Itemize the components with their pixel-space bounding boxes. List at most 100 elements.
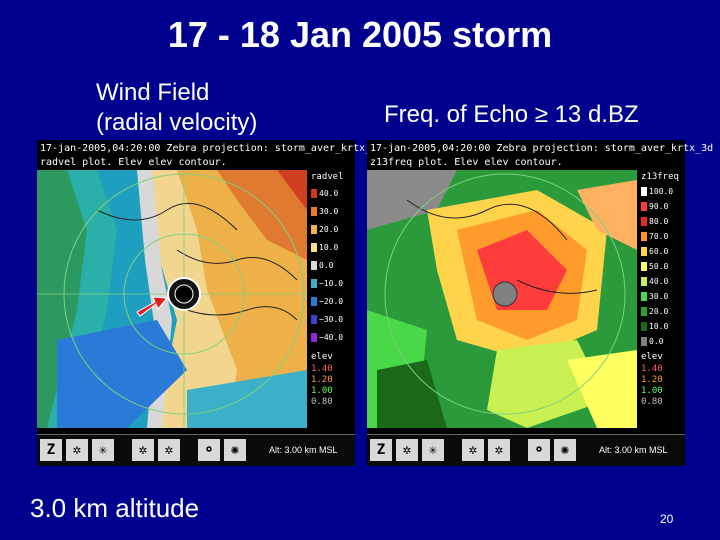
layer-icon-4[interactable]: ✲ xyxy=(158,439,180,461)
echo-frequency-panel: 17-jan-2005,04:20:00 Zebra projection: s… xyxy=(367,140,713,466)
layer-icon-3[interactable]: ✲ xyxy=(132,439,154,461)
elev-legend: elev 1.40 1.20 1.00 0.80 xyxy=(311,352,333,408)
legend-entry: 10.0 xyxy=(311,238,355,256)
layer-icon-2[interactable]: ✳ xyxy=(422,439,444,461)
legend-swatch xyxy=(311,242,317,252)
panel-header-line1: 17-jan-2005,04:20:00 Zebra projection: s… xyxy=(370,143,714,154)
layer-icon-1[interactable]: ✲ xyxy=(66,439,88,461)
page-number: 20 xyxy=(660,512,674,526)
zebra-logo-icon[interactable]: Z xyxy=(370,439,392,461)
legend-value: 30.0 xyxy=(649,292,669,301)
wind-field-caption-line1: Wind Field xyxy=(96,79,210,106)
legend-swatch xyxy=(641,322,647,331)
legend-swatch xyxy=(641,277,647,286)
zebra-toolbar: Z ✲ ✳ ✲ ✲ ⚬ ✺ Alt: 3.00 km MSL xyxy=(37,434,355,466)
legend-swatch xyxy=(641,307,647,316)
legend-entry: −40.0 xyxy=(311,328,355,346)
legend-value: 10.0 xyxy=(649,322,669,331)
legend-value: 60.0 xyxy=(649,247,669,256)
elev-legend: elev 1.40 1.20 1.00 0.80 xyxy=(641,352,663,408)
elev-value: 0.80 xyxy=(311,397,333,407)
elev-value: 0.80 xyxy=(641,397,663,407)
legend-value: 30.0 xyxy=(319,206,339,216)
legend-swatch xyxy=(311,278,317,288)
layer-icon-2[interactable]: ✳ xyxy=(92,439,114,461)
legend-swatch xyxy=(311,188,317,198)
panel-header-line1: 17-jan-2005,04:20:00 Zebra projection: s… xyxy=(40,143,384,154)
altitude-label: Alt: 3.00 km MSL xyxy=(269,445,338,455)
legend-entry: 60.0 xyxy=(641,244,685,259)
layer-icon-5[interactable]: ⚬ xyxy=(198,439,220,461)
elev-value: 1.20 xyxy=(311,375,333,385)
frequency-legend: z13freq 100.0 90.0 80.0 70.0 60.0 50.0 40.0 30.… xyxy=(641,172,685,349)
zebra-toolbar: Z ✲ ✳ ✲ ✲ ⚬ ✺ Alt: 3.00 km MSL xyxy=(367,434,685,466)
radial-velocity-panel: 17-jan-2005,04:20:00 Zebra projection: s… xyxy=(37,140,383,466)
zebra-logo-icon[interactable]: Z xyxy=(40,439,62,461)
legend-swatch xyxy=(311,206,317,216)
elev-title: elev xyxy=(311,352,333,362)
legend-swatch xyxy=(641,187,647,196)
echo-frequency-map xyxy=(367,170,637,428)
layer-icon-1[interactable]: ✲ xyxy=(396,439,418,461)
legend-value: −20.0 xyxy=(319,296,344,306)
layer-icon-6[interactable]: ✺ xyxy=(554,439,576,461)
wind-field-caption-line2: (radial velocity) xyxy=(96,109,258,136)
legend-value: 0.0 xyxy=(649,337,664,346)
legend-value: 20.0 xyxy=(319,224,339,234)
legend-value: 0.0 xyxy=(319,260,334,270)
legend-entry: 40.0 xyxy=(641,274,685,289)
legend-value: 90.0 xyxy=(649,202,669,211)
layer-icon-5[interactable]: ⚬ xyxy=(528,439,550,461)
legend-value: 10.0 xyxy=(319,242,339,252)
legend-entry: 10.0 xyxy=(641,319,685,334)
legend-value: 40.0 xyxy=(649,277,669,286)
layer-icon-6[interactable]: ✺ xyxy=(224,439,246,461)
altitude-label: Alt: 3.00 km MSL xyxy=(599,445,668,455)
legend-swatch xyxy=(641,232,647,241)
legend-value: −40.0 xyxy=(319,332,344,342)
legend-swatch xyxy=(641,202,647,211)
altitude-caption: 3.0 km altitude xyxy=(30,493,200,523)
legend-swatch xyxy=(641,337,647,346)
echo-frequency-caption: Freq. of Echo ≥ 13 d.BZ xyxy=(384,101,639,128)
elev-value: 1.00 xyxy=(311,386,333,396)
legend-entry: 30.0 xyxy=(311,202,355,220)
legend-entry: 50.0 xyxy=(641,259,685,274)
radial-velocity-map xyxy=(37,170,307,428)
legend-title: radvel xyxy=(311,172,344,182)
legend-entry: 90.0 xyxy=(641,199,685,214)
legend-swatch xyxy=(311,260,317,270)
legend-entry: −30.0 xyxy=(311,310,355,328)
legend-entry: 20.0 xyxy=(311,220,355,238)
legend-scale: 100.0 90.0 80.0 70.0 60.0 50.0 40.0 30.0 20.0 10.… xyxy=(641,184,685,349)
legend-value: 100.0 xyxy=(649,187,674,196)
legend-entry: 40.0 xyxy=(311,184,355,202)
elev-value: 1.00 xyxy=(641,386,663,396)
panel-header-line2: radvel plot. Elev elev contour. xyxy=(40,157,227,168)
legend-swatch xyxy=(311,296,317,306)
legend-value: 80.0 xyxy=(649,217,669,226)
legend-swatch xyxy=(641,247,647,256)
legend-entry: 20.0 xyxy=(641,304,685,319)
legend-entry: 0.0 xyxy=(641,334,685,349)
layer-icon-4[interactable]: ✲ xyxy=(488,439,510,461)
legend-swatch xyxy=(311,314,317,324)
legend-entry: 70.0 xyxy=(641,229,685,244)
legend-entry: −10.0 xyxy=(311,274,355,292)
elev-value: 1.20 xyxy=(641,375,663,385)
legend-entry: 0.0 xyxy=(311,256,355,274)
slide-title: 17 - 18 Jan 2005 storm xyxy=(167,14,553,55)
elev-value: 1.40 xyxy=(641,364,663,374)
legend-swatch xyxy=(641,217,647,226)
legend-value: 50.0 xyxy=(649,262,669,271)
layer-icon-3[interactable]: ✲ xyxy=(462,439,484,461)
legend-scale: 40.0 30.0 20.0 10.0 0.0 −10.0 −20.0 −30.0 −40.0 xyxy=(311,184,355,346)
legend-value: −10.0 xyxy=(319,278,344,288)
velocity-legend: radvel 40.0 30.0 20.0 10.0 0.0 −10.0 −20.0 −30.… xyxy=(311,172,355,346)
legend-swatch xyxy=(641,262,647,271)
elev-values: 1.40 1.20 1.00 0.80 xyxy=(641,364,663,408)
legend-value: 70.0 xyxy=(649,232,669,241)
legend-entry: 30.0 xyxy=(641,289,685,304)
legend-entry: 80.0 xyxy=(641,214,685,229)
legend-swatch xyxy=(311,332,317,342)
